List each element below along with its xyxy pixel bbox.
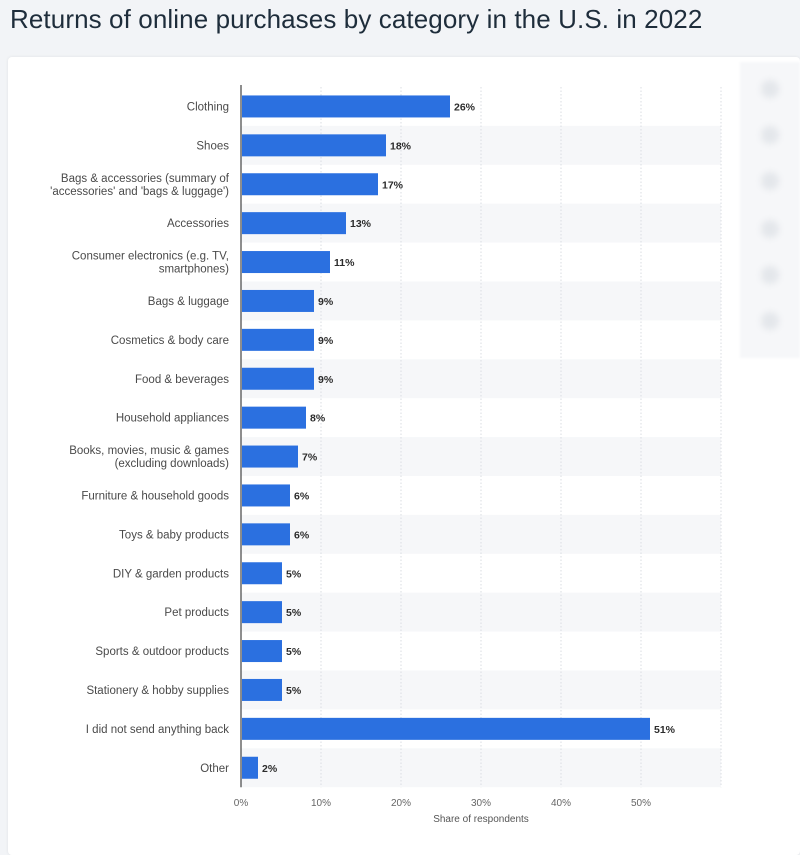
category-label: DIY & garden products [113,568,229,580]
bar [242,484,290,507]
category-label: Sports & outdoor products [95,646,229,658]
value-label: 9% [318,296,334,308]
toolbar-button-icon[interactable] [761,220,779,238]
value-label: 26% [454,101,476,113]
category-label: Household appliances [116,413,229,425]
page-title: Returns of online purchases by category … [10,4,703,34]
x-tick-label: 40% [551,798,571,809]
value-label: 11% [334,257,355,269]
row-band [241,514,721,554]
value-label: 9% [318,335,334,347]
bar [242,367,314,390]
value-label: 6% [294,529,310,541]
category-label: I did not send anything back [86,724,229,736]
value-label: 17% [382,179,404,191]
category-label: Shoes [196,140,229,152]
toolbar-button-icon[interactable] [761,172,779,190]
bar [242,289,314,312]
category-label: Accessories [167,218,229,230]
bar [242,717,650,740]
category-label: Stationery & hobby supplies [86,685,229,697]
bar [242,95,450,118]
category-label: Bags & accessories (summary of'accessori… [50,173,230,198]
bar [242,756,258,779]
category-label: Cosmetics & body care [111,335,229,347]
value-label: 5% [286,568,302,580]
category-label: Furniture & household goods [81,490,229,502]
toolbar-button-icon[interactable] [761,126,779,144]
category-label: Books, movies, music & games (excluding d… [69,445,229,470]
bar [242,212,346,235]
value-label: 8% [310,413,326,425]
bar [242,640,282,663]
category-label: Food & beverages [135,374,229,386]
x-tick-label: 20% [391,798,411,809]
bar [242,328,314,351]
toolbar-button-icon[interactable] [761,266,779,284]
side-toolbar [740,62,800,358]
toolbar-button-icon[interactable] [761,312,779,330]
toolbar-button-icon[interactable] [761,80,779,98]
bar [242,601,282,624]
bar [242,134,386,157]
bar [242,678,282,701]
value-label: 7% [302,452,318,464]
x-axis-title: Share of respondents [433,814,529,825]
category-label: Toys & baby products [119,529,229,541]
value-label: 5% [286,646,302,658]
value-label: 9% [318,374,334,386]
bar [242,523,290,546]
value-label: 13% [350,218,372,230]
value-label: 5% [286,685,302,697]
category-label: Other [200,763,229,775]
x-tick-label: 0% [234,798,249,809]
bar [242,445,298,468]
value-label: 51% [654,724,676,736]
value-label: 6% [294,490,310,502]
bar [242,406,306,429]
bar [242,562,282,585]
category-label: Bags & luggage [148,296,229,308]
x-tick-label: 10% [311,798,331,809]
category-label: Consumer electronics (e.g. TV, smartphone… [72,251,229,276]
x-tick-label: 50% [631,798,651,809]
bar [242,173,378,196]
bar [242,251,330,274]
category-label: Pet products [164,607,229,619]
category-label: Clothing [187,101,229,113]
x-tick-label: 30% [471,798,491,809]
value-label: 2% [262,763,278,775]
value-label: 5% [286,607,302,619]
value-label: 18% [390,140,412,152]
